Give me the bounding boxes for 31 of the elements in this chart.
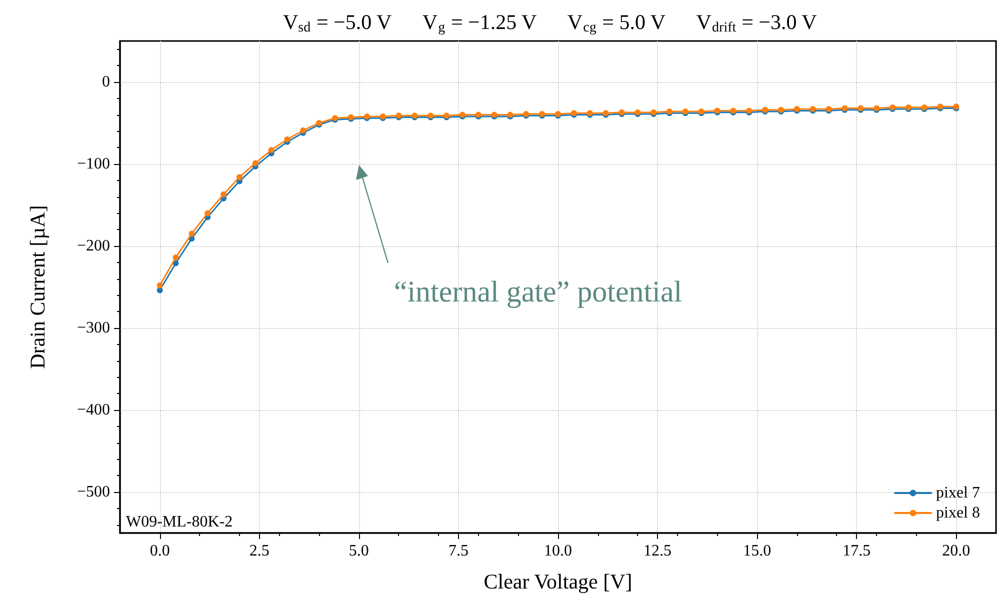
- annotation: W09-ML-80K-2: [126, 514, 233, 530]
- point: [220, 191, 227, 198]
- x-tick-label: 2.5: [249, 542, 270, 560]
- y-tick-label: −300: [76, 320, 110, 336]
- point: [268, 147, 274, 154]
- x-axis-title: Clear Voltage [V]: [484, 570, 632, 594]
- y-tick-label: −100: [76, 156, 110, 172]
- x-tick-label: 0.0: [150, 542, 170, 560]
- y-tick-label: −500: [76, 484, 110, 500]
- y-axis-title: Drain Current [µA]: [26, 205, 50, 369]
- x-tick-label: 17.5: [842, 542, 871, 560]
- x-tick-label: 10.0: [544, 542, 572, 560]
- x-tick-label: 7.5: [448, 542, 468, 560]
- point: [252, 160, 258, 166]
- y-tick-label: −400: [76, 402, 110, 418]
- point: [172, 254, 179, 260]
- y-tick-label: 0: [102, 74, 110, 90]
- x-tick-label: 12.5: [644, 542, 672, 560]
- point: [300, 127, 306, 134]
- legend-label: pixel 8: [936, 504, 980, 522]
- y-tick-label: −200: [76, 238, 110, 254]
- annotation: “internal gate” potential: [394, 276, 682, 308]
- point: [204, 210, 211, 216]
- point: [284, 136, 290, 142]
- x-tick-label: 15.0: [743, 542, 772, 560]
- point: [236, 174, 242, 180]
- point: [156, 282, 163, 288]
- x-tick-label: 20.0: [942, 542, 970, 560]
- legend-label: pixel 7: [936, 484, 980, 502]
- x-tick-label: 5.0: [348, 542, 369, 560]
- point: [188, 230, 195, 237]
